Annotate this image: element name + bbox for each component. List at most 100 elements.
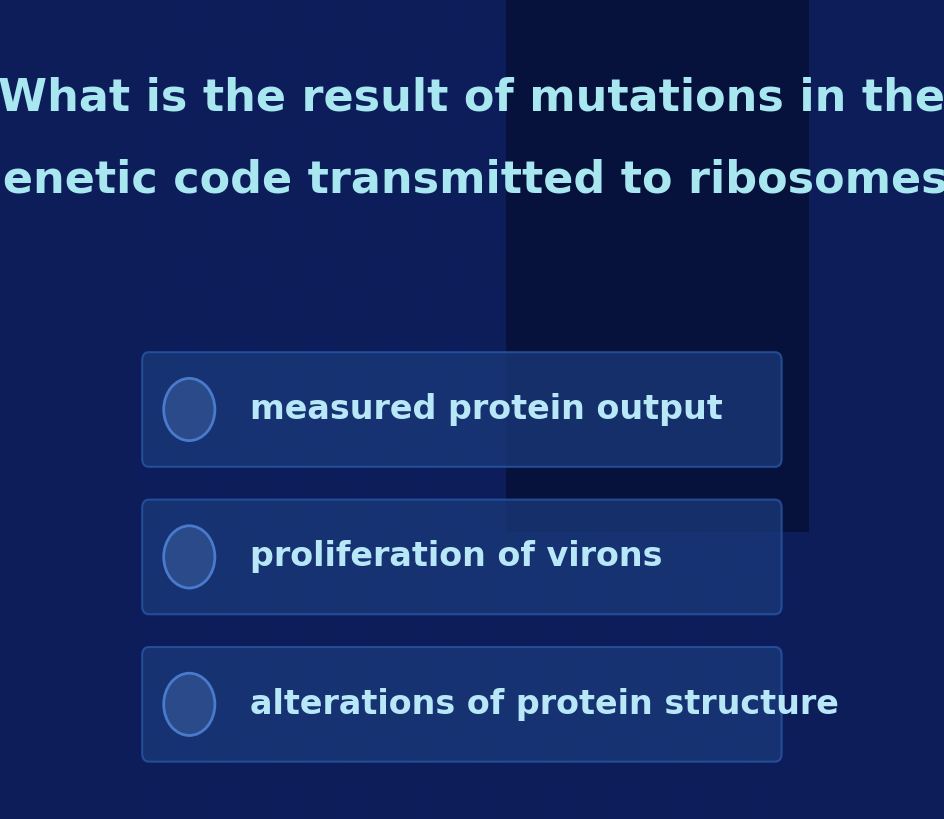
Bar [371, 410, 405, 450]
Bar [405, 614, 438, 655]
Bar [506, 82, 539, 123]
Bar [438, 82, 472, 123]
Bar [135, 614, 169, 655]
Bar [371, 491, 405, 532]
Bar [270, 369, 304, 410]
Bar [674, 41, 708, 82]
Bar [337, 614, 371, 655]
Bar [236, 328, 270, 369]
Bar [337, 532, 371, 573]
Bar [640, 0, 674, 41]
Bar [169, 328, 203, 369]
Bar [203, 450, 236, 491]
Bar [640, 246, 674, 287]
Bar [438, 164, 472, 205]
Bar [304, 655, 337, 696]
Bar [573, 82, 607, 123]
Bar [539, 450, 573, 491]
FancyBboxPatch shape [135, 0, 809, 819]
Bar [472, 123, 506, 164]
Bar [438, 491, 472, 532]
Bar [674, 614, 708, 655]
Bar [135, 205, 169, 246]
Bar [337, 287, 371, 328]
Bar [304, 164, 337, 205]
Bar [506, 0, 539, 41]
Bar [337, 450, 371, 491]
Bar [573, 164, 607, 205]
Bar [304, 82, 337, 123]
Bar [472, 778, 506, 819]
Bar [741, 778, 775, 819]
Bar [607, 614, 640, 655]
Bar [539, 41, 573, 82]
Bar [640, 573, 674, 614]
Bar [607, 205, 640, 246]
Bar [539, 778, 573, 819]
Bar [169, 0, 203, 41]
Bar [337, 41, 371, 82]
Bar [203, 205, 236, 246]
Bar [337, 205, 371, 246]
Text: alterations of protein structure: alterations of protein structure [250, 688, 839, 721]
Bar [236, 573, 270, 614]
Bar [270, 205, 304, 246]
Bar [539, 532, 573, 573]
Bar [640, 164, 674, 205]
Text: proliferation of virons: proliferation of virons [250, 541, 663, 573]
Bar [169, 246, 203, 287]
Bar [741, 532, 775, 573]
Bar [775, 82, 809, 123]
Bar [203, 287, 236, 328]
Bar [236, 410, 270, 450]
Bar [775, 246, 809, 287]
Bar [169, 491, 203, 532]
Bar [371, 82, 405, 123]
Bar [270, 532, 304, 573]
Bar [371, 737, 405, 778]
Bar [438, 328, 472, 369]
FancyBboxPatch shape [143, 647, 782, 762]
Bar [135, 287, 169, 328]
Bar [674, 205, 708, 246]
Bar [573, 328, 607, 369]
Bar [405, 123, 438, 164]
Bar [371, 0, 405, 41]
FancyBboxPatch shape [143, 500, 782, 614]
Bar [674, 450, 708, 491]
Bar [304, 410, 337, 450]
Bar [708, 573, 741, 614]
Bar [135, 778, 169, 819]
Circle shape [163, 673, 215, 735]
Bar [775, 573, 809, 614]
Bar [741, 696, 775, 737]
Circle shape [163, 378, 215, 441]
Bar [337, 778, 371, 819]
Bar [203, 614, 236, 655]
Bar [135, 532, 169, 573]
Bar [371, 164, 405, 205]
Bar [607, 778, 640, 819]
FancyBboxPatch shape [143, 352, 782, 467]
Bar [135, 123, 169, 164]
Bar [640, 491, 674, 532]
Bar [203, 778, 236, 819]
Bar [573, 655, 607, 696]
Bar [304, 573, 337, 614]
Bar [708, 410, 741, 450]
Bar [270, 450, 304, 491]
Bar [405, 532, 438, 573]
Bar [472, 450, 506, 491]
Bar [472, 614, 506, 655]
Bar [607, 41, 640, 82]
Bar [405, 369, 438, 410]
Bar [539, 696, 573, 737]
Bar [135, 696, 169, 737]
Bar [640, 410, 674, 450]
Bar [270, 696, 304, 737]
Bar [674, 532, 708, 573]
Bar [438, 737, 472, 778]
Bar [304, 491, 337, 532]
Bar [640, 328, 674, 369]
Bar [135, 450, 169, 491]
